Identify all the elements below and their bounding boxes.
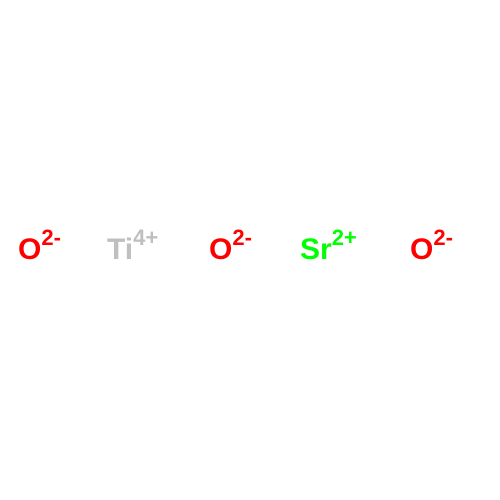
charge: 2- bbox=[433, 227, 453, 249]
atom-oxygen-1: O2- bbox=[18, 235, 61, 265]
charge: 2+ bbox=[332, 227, 357, 249]
atom-strontium: Sr2+ bbox=[300, 235, 357, 265]
atom-titanium: Ti4+ bbox=[107, 235, 158, 265]
charge: 2- bbox=[41, 227, 61, 249]
atom-oxygen-3: O2- bbox=[410, 235, 453, 265]
symbol: O bbox=[18, 235, 41, 265]
atom-oxygen-2: O2- bbox=[209, 235, 252, 265]
symbol: Ti bbox=[107, 235, 133, 265]
charge: 4+ bbox=[133, 227, 158, 249]
symbol: O bbox=[410, 235, 433, 265]
symbol: Sr bbox=[300, 235, 332, 265]
charge: 2- bbox=[232, 227, 252, 249]
formula-canvas: O2- Ti4+ O2- Sr2+ O2- bbox=[0, 0, 500, 500]
symbol: O bbox=[209, 235, 232, 265]
